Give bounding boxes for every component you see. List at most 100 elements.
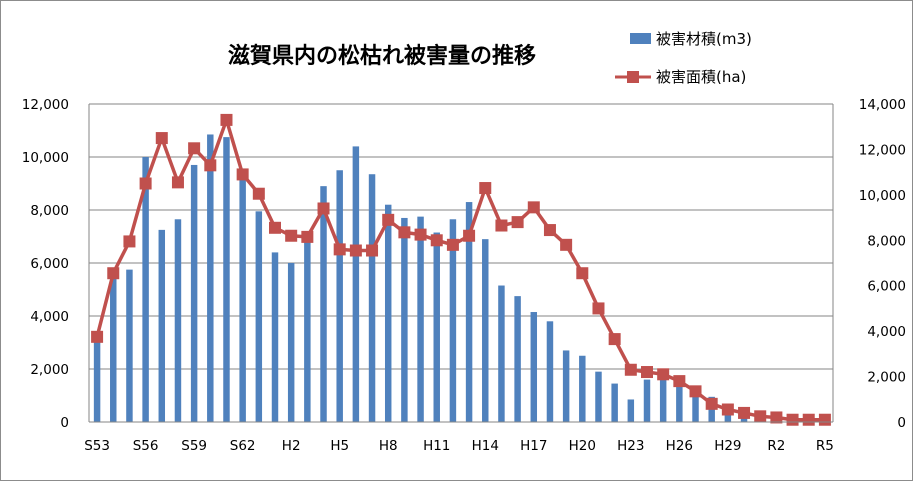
- legend-label-area: 被害面積(ha): [656, 68, 746, 86]
- legend-label-volume: 被害材積(m3): [656, 30, 752, 48]
- bar: [207, 134, 214, 422]
- bar: [336, 170, 343, 422]
- x-tick-label: H26: [666, 438, 693, 454]
- area-marker: [107, 267, 120, 280]
- bar: [255, 211, 263, 422]
- bar: [449, 219, 457, 422]
- bar: [126, 269, 133, 422]
- axes: 0 2,000 4,000 6,000 8,000 10,000 12,000 0 2,000 4…: [22, 97, 906, 454]
- area-marker: [463, 229, 476, 242]
- area-marker: [155, 132, 168, 145]
- bar: [174, 219, 182, 422]
- area-line: [95, 118, 825, 422]
- legend-swatch-volume: [630, 33, 651, 44]
- bar: [595, 371, 602, 422]
- x-tick-label: R2: [767, 438, 785, 454]
- bar: [465, 202, 473, 422]
- x-tick-label: S56: [133, 438, 159, 454]
- area-marker: [91, 330, 104, 343]
- x-tick-label: R5: [816, 438, 834, 454]
- bar: [627, 399, 635, 422]
- area-marker: [285, 229, 298, 242]
- area-marker: [236, 168, 249, 181]
- bar: [93, 337, 101, 422]
- area-marker: [543, 224, 556, 237]
- y-right-tick-label: 0: [897, 415, 906, 431]
- area-marker: [220, 113, 233, 126]
- y-right-tick-label: 2,000: [867, 370, 906, 386]
- line-series-area: [91, 113, 831, 426]
- area-marker: [608, 333, 621, 346]
- area-marker: [576, 267, 589, 280]
- x-tick-label: H20: [569, 438, 596, 454]
- y-left-tick-label: 2,000: [30, 362, 69, 378]
- bar: [482, 239, 489, 422]
- bar: [287, 263, 295, 422]
- y-left-tick-label: 0: [60, 415, 69, 431]
- area-marker: [479, 182, 492, 195]
- area-marker: [818, 413, 831, 426]
- bar: [158, 229, 166, 422]
- bar: [611, 383, 618, 422]
- area-marker: [317, 202, 330, 215]
- area-marker: [430, 234, 443, 247]
- bar: [271, 252, 279, 422]
- area-marker: [252, 187, 265, 200]
- area-marker: [414, 228, 427, 241]
- area-marker: [624, 363, 637, 376]
- bar: [433, 232, 440, 422]
- bar: [110, 270, 117, 422]
- bar: [239, 176, 246, 422]
- bar: [546, 321, 554, 422]
- bar: [676, 383, 683, 422]
- bar: [142, 157, 149, 422]
- x-tick-label: S59: [181, 438, 207, 454]
- y-left-tick-label: 10,000: [22, 150, 69, 166]
- area-marker: [641, 366, 653, 379]
- y-left-tick-label: 12,000: [22, 97, 69, 113]
- bar: [417, 216, 424, 422]
- y-left-tick-label: 8,000: [30, 203, 69, 219]
- area-marker: [171, 176, 184, 189]
- gridlines: [89, 103, 833, 370]
- area-marker: [689, 385, 702, 398]
- area-marker: [511, 216, 524, 229]
- x-tick-label: H11: [423, 438, 450, 454]
- y-left-tick-label: 4,000: [30, 309, 69, 325]
- bar: [514, 296, 521, 422]
- area-marker: [495, 219, 508, 232]
- x-tick-label: S53: [84, 438, 110, 454]
- area-marker: [738, 406, 751, 419]
- bar: [562, 350, 570, 422]
- y-right-tick-label: 14,000: [859, 97, 906, 113]
- x-tick-label: H29: [714, 438, 741, 454]
- area-marker: [188, 142, 201, 155]
- chart-title: 滋賀県内の松枯れ被害量の推移: [228, 43, 536, 69]
- area-marker: [802, 413, 815, 426]
- bar: [304, 240, 311, 422]
- bar: [368, 174, 376, 422]
- bar: [498, 285, 505, 422]
- bar: [692, 392, 699, 422]
- bar: [384, 204, 392, 422]
- area-marker: [123, 235, 136, 248]
- area-marker: [527, 201, 540, 214]
- area-marker: [705, 397, 718, 410]
- area-marker: [592, 302, 605, 315]
- bar: [190, 164, 198, 422]
- legend-marker-area: [627, 71, 639, 83]
- area-marker: [786, 413, 799, 426]
- bar: [643, 379, 651, 422]
- x-tick-label: S62: [230, 438, 256, 454]
- area-marker: [657, 368, 670, 381]
- area-marker: [560, 238, 573, 251]
- y-right-tick-label: 10,000: [859, 188, 906, 204]
- x-tick-label: H2: [282, 438, 301, 454]
- y-right-tick-label: 6,000: [867, 279, 906, 295]
- bar: [659, 375, 667, 422]
- legend: 被害材積(m3) 被害面積(ha): [615, 30, 752, 86]
- area-marker: [446, 238, 459, 251]
- area-marker: [770, 411, 783, 424]
- area-marker: [366, 244, 379, 257]
